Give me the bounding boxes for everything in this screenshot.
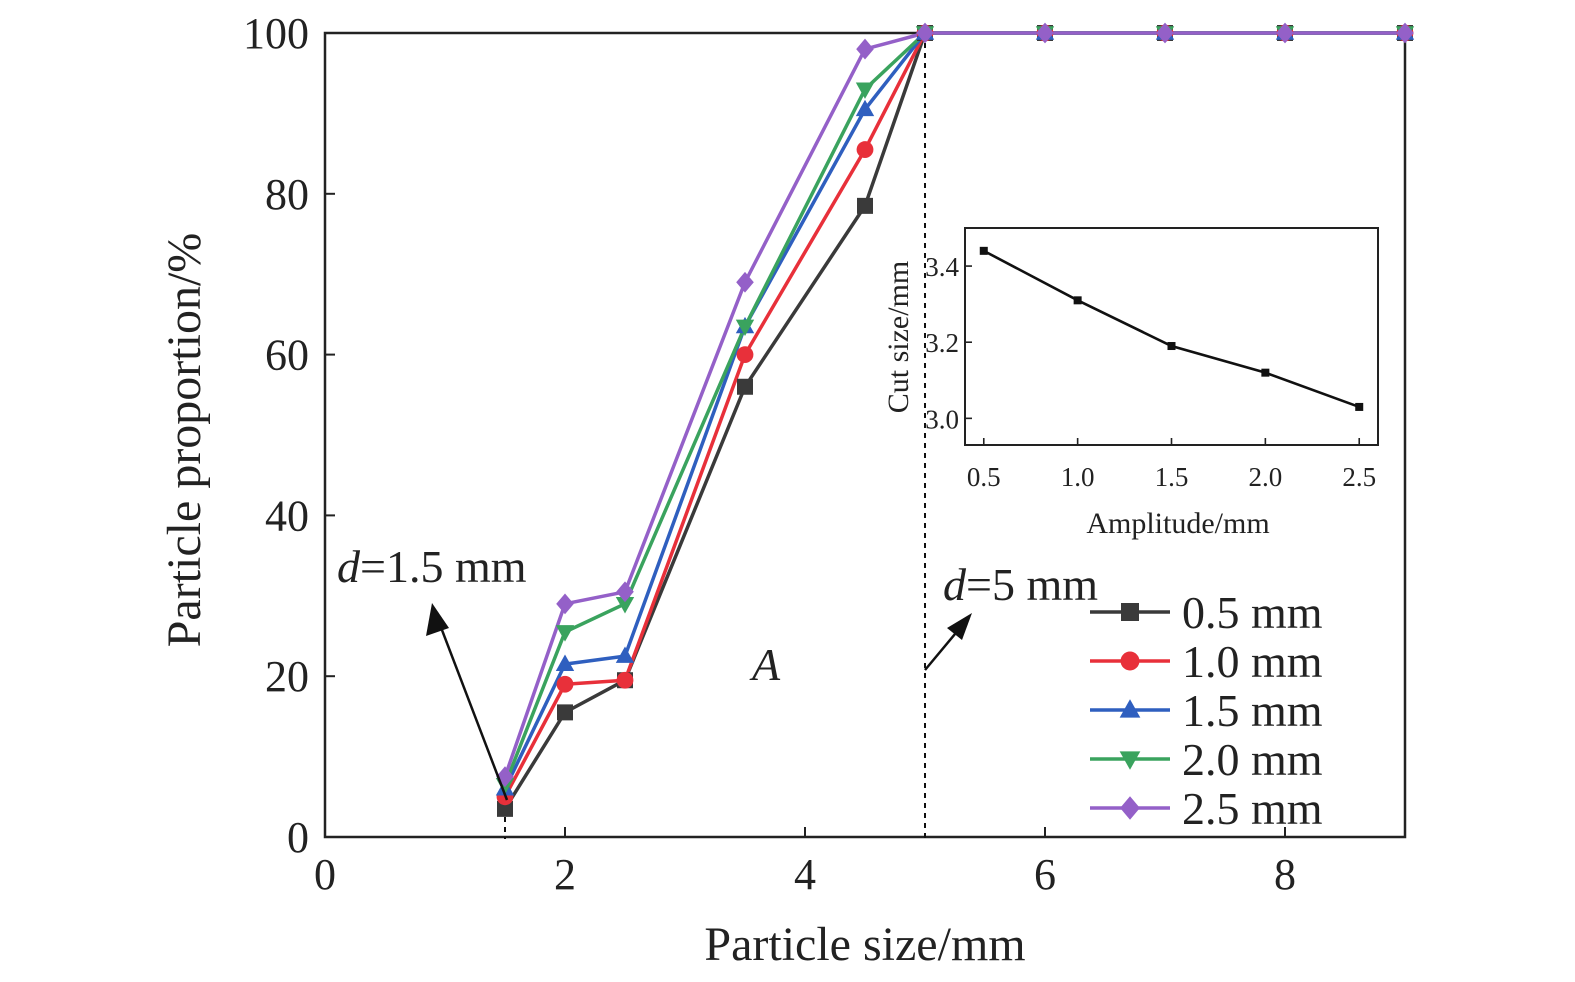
main-annotations: d=1.5 mm d=5 mm A [337,541,1098,801]
series-0-point [857,197,873,214]
series-2-point [615,646,635,663]
inset-series-point [1167,342,1176,351]
annotation-d15-text: =1.5 mm [360,541,527,592]
series-1-point [856,141,874,158]
legend-marker-4 [1120,796,1140,820]
main-y-tick-label: 40 [265,491,309,540]
inset-y-tick-label: 3.4 [925,252,959,282]
inset-y-tick-label: 3.0 [925,404,959,434]
series-4-point [1396,22,1414,44]
legend: 0.5 mm1.0 mm1.5 mm2.0 mm2.5 mm [1090,587,1323,834]
annotation-arrow-d15 [435,616,509,801]
main-y-tick-label: 100 [243,9,309,58]
main-x-tick-label: 0 [314,850,336,899]
main-y-tick-label: 0 [287,813,309,862]
legend-label-0: 0.5 mm [1182,587,1323,638]
legend-label-4: 2.5 mm [1182,783,1323,834]
legend-label-1: 1.0 mm [1182,636,1323,687]
annotation-d15: d=1.5 mm [337,541,527,592]
series-4-point [1276,22,1294,44]
annotation-d5: d=5 mm [943,559,1098,610]
series-3-point [855,82,875,99]
inset-x-tick-label: 2.0 [1248,462,1282,492]
series-4-point [556,593,574,615]
main-y-axis-title: Particle proportion/% [158,233,211,648]
main-vlines [504,33,926,839]
legend-label-3: 2.0 mm [1182,734,1323,785]
main-y-tick-label: 20 [265,652,309,701]
series-4-point [1156,22,1174,44]
inset-y-axis-title: Cut size/mm [882,261,915,414]
series-1-point [556,675,574,693]
main-x-tick-label: 6 [1034,850,1056,899]
main-x-tick-label: 2 [554,850,576,899]
legend-marker-0 [1121,603,1139,621]
inset-x-tick-label: 1.5 [1155,462,1189,492]
main-plot-frame [323,31,1407,839]
series-0-point [497,800,513,817]
inset-background [965,228,1378,445]
main-series [495,22,1415,817]
series-4-point [856,38,874,60]
annotation-d5-text: =5 mm [966,559,1098,610]
series-3-point [555,625,575,642]
main-y-tick-label: 60 [265,331,309,380]
series-4-point [736,271,754,293]
inset-series-point [1073,296,1082,305]
series-4-point [616,581,634,603]
annotation-arrowhead-d15 [426,603,449,636]
annotation-region-a: A [749,639,781,690]
main-x-tick-label: 4 [794,850,816,899]
annotation-d5-italic: d [943,559,967,610]
series-line-4 [503,31,1405,778]
inset-series-point [1355,402,1364,411]
legend-label-2: 1.5 mm [1182,685,1323,736]
series-0-point [737,378,753,395]
inset-series-point [979,246,988,255]
legend-marker-2 [1119,699,1141,718]
inset-series [979,246,1364,411]
annotation-d15-italic: d [337,541,361,592]
inset-x-tick-label: 2.5 [1342,462,1376,492]
inset-series-point [1261,368,1270,377]
main-x-tick-label: 8 [1274,850,1296,899]
legend-marker-1 [1120,651,1140,671]
main-y-tick-label: 80 [265,170,309,219]
series-1-point [616,671,634,689]
series-3-point [615,597,635,614]
inset-x-tick-label: 1.0 [1061,462,1095,492]
inset-chart: 0.5 1.0 1.5 2.0 2.5 3.0 3.2 3.4 Amplitude/mm Cu… [882,227,1379,540]
series-4-point [916,22,934,44]
inset-ticks: 0.5 1.0 1.5 2.0 2.5 3.0 3.2 3.4 [925,252,1376,492]
series-4-point [1036,22,1054,44]
series-3-point [735,319,755,337]
series-2-point [555,654,575,671]
annotation-arrow-d5 [924,627,961,671]
main-x-axis-title: Particle size/mm [704,918,1025,971]
legend-marker-3 [1119,751,1141,770]
inset-y-tick-label: 3.2 [925,328,959,358]
series-0-point [557,704,573,721]
inset-x-axis-title: Amplitude/mm [1086,507,1269,540]
series-2-point [855,99,875,117]
annotation-arrowhead-d5 [947,613,972,640]
series-1-point [736,346,754,363]
inset-x-tick-label: 0.5 [967,462,1001,492]
